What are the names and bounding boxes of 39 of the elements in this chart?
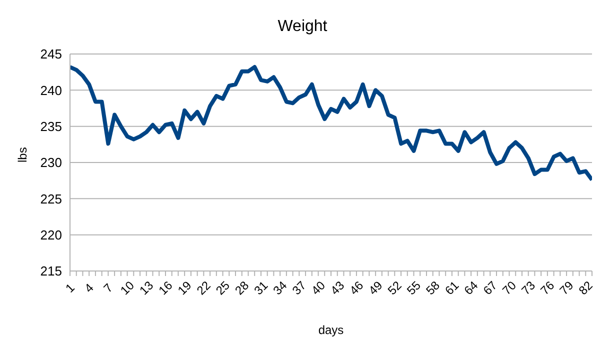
x-tick-label: 76: [538, 278, 558, 298]
chart-title: Weight: [276, 18, 328, 36]
x-tick-label: 64: [461, 278, 481, 298]
x-tick-label: 40: [308, 278, 328, 298]
y-tick-label: 215: [40, 264, 62, 279]
x-tick-label: 10: [118, 278, 138, 298]
x-axis-title: days: [318, 323, 344, 337]
x-tick-label: 37: [290, 278, 310, 298]
x-tick-label: 31: [251, 278, 271, 298]
y-tick-label: 220: [40, 227, 62, 242]
x-tick-label: 58: [423, 278, 443, 298]
x-tick-label: 67: [480, 278, 500, 298]
x-tick-label: 22: [194, 278, 214, 298]
y-tick-label: 240: [40, 82, 62, 98]
x-tick-label: 46: [346, 278, 366, 298]
x-tick-label: 79: [556, 278, 576, 298]
x-tick-label: 70: [500, 278, 520, 298]
x-tick-label: 25: [213, 278, 233, 298]
x-tick-label: 7: [100, 280, 116, 296]
x-tick-label: 61: [442, 278, 462, 298]
x-tick-label: 49: [366, 278, 386, 298]
y-tick-label: 225: [40, 191, 62, 206]
x-tick-label: 19: [174, 278, 194, 298]
y-axis-title: lbs: [15, 147, 30, 162]
x-tick-label: 16: [156, 278, 176, 298]
x-tick-label: 73: [518, 278, 538, 298]
x-tick-label: 13: [136, 278, 156, 298]
x-tick-label: 55: [404, 278, 424, 298]
y-tick-label: 245: [40, 46, 62, 62]
x-tick-label: 1: [62, 280, 78, 296]
y-tick-label: 230: [40, 155, 62, 170]
x-tick-label: 52: [384, 278, 405, 298]
x-tick-label: 82: [576, 278, 596, 298]
x-tick-label: 4: [82, 280, 97, 296]
x-tick-label: 34: [270, 278, 290, 298]
x-tick-label: 28: [232, 278, 252, 298]
x-tick-label: 43: [328, 278, 348, 298]
y-tick-label: 235: [40, 118, 62, 134]
line-series: [70, 65, 592, 182]
